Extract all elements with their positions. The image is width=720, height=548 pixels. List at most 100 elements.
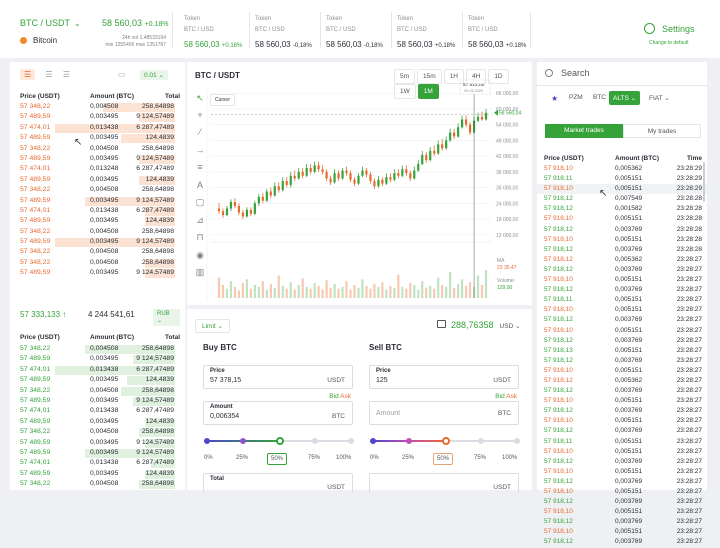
- filter-btc[interactable]: BTC: [593, 94, 606, 101]
- trade-row[interactable]: 57 918,12 0,005362 23:28:27: [537, 255, 707, 265]
- trade-row[interactable]: 57 918,12 0,003769 23:28:27: [537, 406, 707, 416]
- bid-link[interactable]: Bid: [329, 393, 339, 400]
- buy-percent-slider[interactable]: [204, 437, 354, 445]
- candle-body[interactable]: [413, 170, 416, 179]
- order-row[interactable]: 57 474,01 0,013438 6 287,47489: [10, 206, 185, 216]
- candle-body[interactable]: [389, 177, 392, 180]
- tab-my-trades[interactable]: My trades: [623, 124, 701, 138]
- candle-body[interactable]: [468, 124, 472, 133]
- candle-body[interactable]: [361, 170, 364, 176]
- candle-body[interactable]: [333, 173, 336, 183]
- timeframe-1h[interactable]: 1H: [443, 69, 464, 84]
- trade-row[interactable]: 57 918,12 0,003769 23:28:27: [537, 477, 707, 487]
- candle-body[interactable]: [397, 173, 400, 176]
- candle-body[interactable]: [429, 150, 432, 161]
- shape-tool-icon[interactable]: ▢: [195, 197, 205, 207]
- candle-body[interactable]: [476, 116, 480, 121]
- candle-body[interactable]: [301, 171, 304, 176]
- candle-body[interactable]: [377, 179, 380, 187]
- candle-body[interactable]: [461, 119, 464, 128]
- order-type-select[interactable]: Limit ⌄: [195, 319, 230, 333]
- candle-body[interactable]: [480, 116, 484, 120]
- token-ticker[interactable]: Token BTC / USD 58 560,03 +0.18%: [184, 16, 254, 49]
- order-row[interactable]: 57 474,01 0,013438 6 287,47489: [10, 406, 185, 416]
- trade-row[interactable]: 57 918,13 0,005151 23:28:27: [537, 346, 707, 356]
- order-row[interactable]: 57 474,01 0,013248 6 287,47489: [10, 164, 185, 174]
- sell-total-field[interactable]: USDT: [369, 473, 519, 493]
- slider-stop[interactable]: [370, 438, 376, 444]
- candle-body[interactable]: [249, 209, 252, 214]
- crosshair-tool-icon[interactable]: +: [197, 110, 203, 120]
- order-row[interactable]: 57 489,59 0,003495 124,4839: [10, 375, 185, 386]
- candle-body[interactable]: [405, 169, 408, 174]
- candle-body[interactable]: [409, 173, 412, 179]
- percent-50[interactable]: 50%: [267, 453, 288, 465]
- trade-row[interactable]: 57 918,12 0,003769 23:28:28: [537, 245, 707, 255]
- candle-body[interactable]: [305, 167, 308, 176]
- percent-0[interactable]: 0%: [370, 455, 379, 461]
- sell-price-field[interactable]: Price 125 USDT: [369, 365, 519, 389]
- trade-row[interactable]: 57 918,12 0,003769 23:28:27: [537, 426, 707, 436]
- trade-row[interactable]: 57 918,12 0,003769 23:28:27: [537, 386, 707, 396]
- trade-row[interactable]: 57 918,12 0,003769 23:28:27: [537, 285, 707, 295]
- timeframe-1w[interactable]: 1W: [394, 84, 416, 99]
- trade-row[interactable]: 57 918,10 0,005151 23:28:29: [537, 184, 707, 195]
- order-row[interactable]: 57 489,59 0,003495 124,4839: [10, 469, 185, 479]
- trade-row[interactable]: 57 918,10 0,005151 23:28:27: [537, 447, 707, 457]
- trade-row[interactable]: 57 918,11 0,005151 23:28:27: [537, 295, 707, 305]
- trendline-tool-icon[interactable]: ⁄: [199, 127, 201, 137]
- candle-body[interactable]: [233, 202, 237, 206]
- candle-body[interactable]: [373, 181, 376, 187]
- buy-total-field[interactable]: Total USDT: [203, 473, 353, 493]
- order-row[interactable]: 57 348,22 0,004508 258,64898: [10, 386, 185, 396]
- candle-body[interactable]: [449, 132, 452, 141]
- filter-alts[interactable]: ALTS ⌄: [609, 91, 641, 105]
- percent-50[interactable]: 50%: [433, 453, 454, 465]
- candle-body[interactable]: [385, 177, 388, 184]
- balance-currency-select[interactable]: USD ⌄: [499, 323, 521, 330]
- bid-link[interactable]: Bid: [495, 393, 505, 400]
- slider-handle[interactable]: [276, 437, 284, 445]
- candle-body[interactable]: [484, 112, 488, 120]
- candle-body[interactable]: [289, 175, 292, 185]
- percent-75[interactable]: 75%: [474, 455, 487, 461]
- trade-row[interactable]: 57 918,10 0,005151 23:28:27: [537, 507, 707, 517]
- candle-body[interactable]: [277, 186, 280, 191]
- order-row[interactable]: 57 489,59 0,003495 124,4839: [10, 216, 185, 227]
- trade-row[interactable]: 57 918,12 0,003769 23:28:27: [537, 517, 707, 527]
- trade-row[interactable]: 57 918,10 0,005151 23:28:27: [537, 416, 707, 426]
- candle-body[interactable]: [341, 170, 344, 179]
- pair-selector[interactable]: BTC / USDT ⌄: [20, 18, 81, 28]
- slider-stop[interactable]: [348, 438, 354, 444]
- token-ticker[interactable]: Token BTC / USD 58 560,03 +0.18%: [468, 16, 538, 49]
- trade-row[interactable]: 57 918,10 0,005151 23:28:28: [537, 235, 707, 245]
- candle-body[interactable]: [309, 167, 312, 172]
- order-row[interactable]: 57 348,22 0,004508 258,64898: [10, 102, 185, 112]
- lock-icon[interactable]: ⊓: [196, 232, 204, 242]
- currency-select[interactable]: RUB ⌄: [153, 309, 180, 326]
- text-tool-icon[interactable]: A: [196, 180, 203, 190]
- eye-icon[interactable]: ◉: [196, 250, 204, 260]
- candle-body[interactable]: [425, 154, 428, 161]
- grid-icon[interactable]: ▭: [118, 70, 126, 79]
- trade-row[interactable]: 57 918,10 0,005362 23:28:29: [537, 164, 707, 174]
- scrollbar[interactable]: [703, 162, 705, 202]
- candle-body[interactable]: [281, 181, 284, 191]
- order-row[interactable]: 57 489,59 0,003495 124,4839: [10, 133, 185, 144]
- trade-row[interactable]: 57 918,10 0,005151 23:28:28: [537, 214, 707, 224]
- candle-body[interactable]: [401, 169, 404, 176]
- sell-amount-field[interactable]: Amount BTC: [369, 401, 519, 425]
- order-row[interactable]: 57 348,22 0,004508 258,64898: [10, 344, 185, 354]
- order-row[interactable]: 57 489,59 0,003495 9 124,57489: [10, 448, 185, 458]
- trade-row[interactable]: 57 918,12 0,003769 23:28:27: [537, 356, 707, 366]
- percent-25[interactable]: 25%: [402, 455, 415, 461]
- timeframe-1m[interactable]: 1M: [417, 84, 439, 99]
- percent-100[interactable]: 100%: [336, 455, 352, 461]
- cursor-tool-icon[interactable]: ↖: [196, 93, 204, 103]
- percent-25[interactable]: 25%: [236, 455, 249, 461]
- candle-body[interactable]: [285, 181, 288, 185]
- trade-row[interactable]: 57 918,12 0,003769 23:28:28: [537, 225, 707, 235]
- order-row[interactable]: 57 489,59 0,003495 9 124,57489: [10, 354, 185, 365]
- slider-stop[interactable]: [240, 438, 246, 444]
- order-row[interactable]: 57 348,22 0,004508 258,64898: [10, 247, 185, 257]
